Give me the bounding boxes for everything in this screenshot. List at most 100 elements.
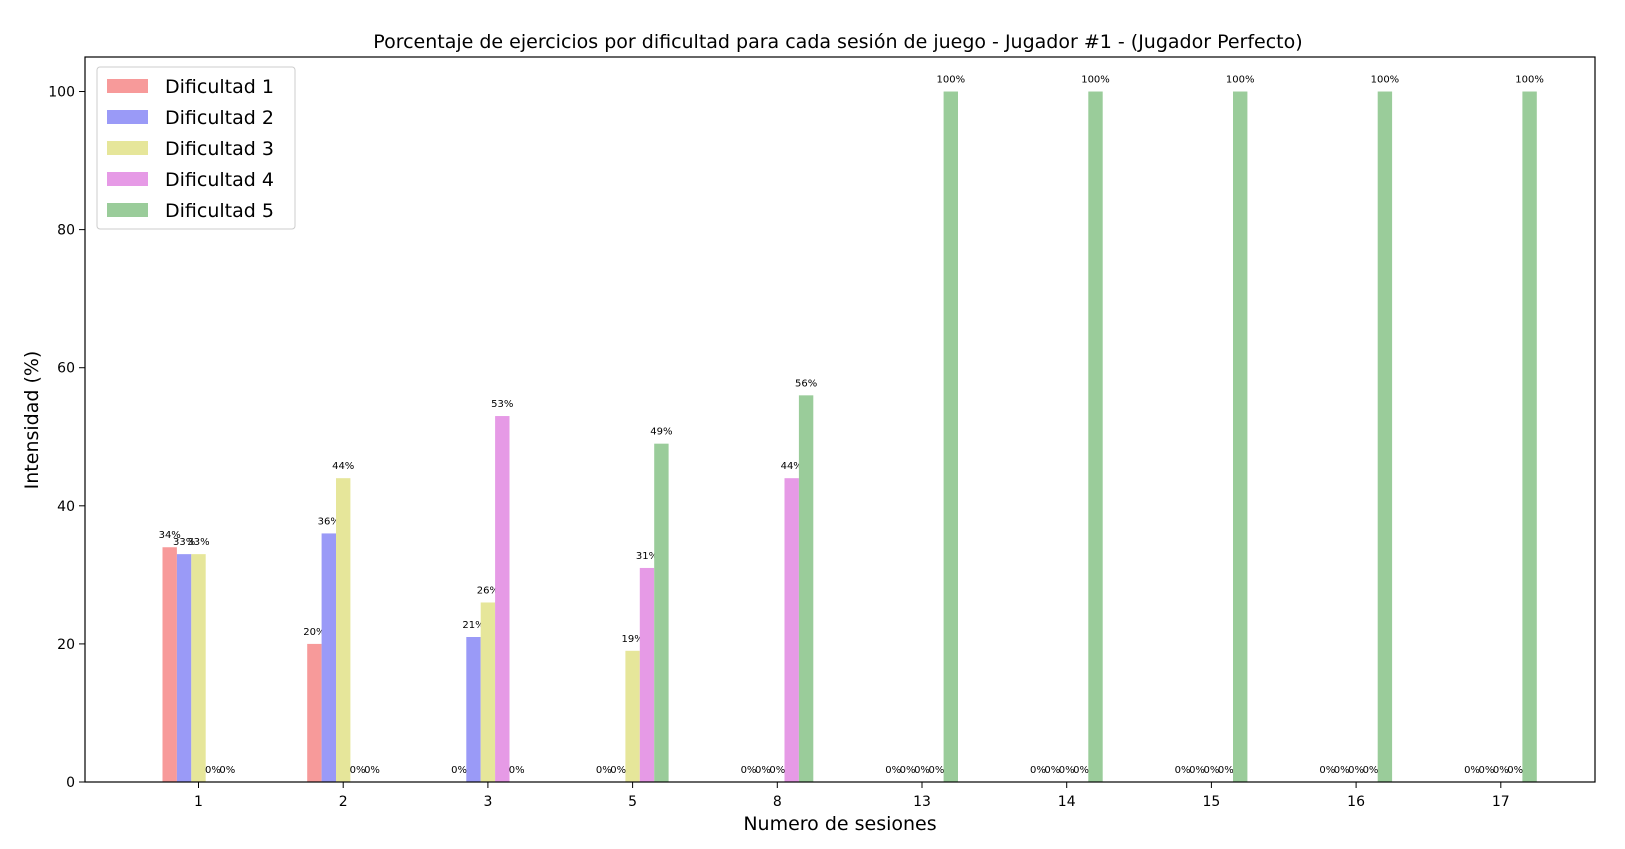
data-label: 0% <box>1493 765 1509 776</box>
bar-dificultad-5 <box>798 395 814 782</box>
bar-dificultad-5 <box>1522 91 1537 783</box>
data-label: 53% <box>491 399 513 410</box>
data-label: 33% <box>173 537 195 548</box>
x-tick-label: 3 <box>483 794 492 810</box>
data-label: 0% <box>1189 765 1205 776</box>
bar-dificultad-5 <box>1233 91 1248 783</box>
data-label: 0% <box>1478 765 1494 776</box>
data-label: 100% <box>1226 75 1255 86</box>
y-tick-label: 20 <box>57 637 75 653</box>
bar-dificultad-1 <box>162 547 177 782</box>
data-label: 0% <box>205 765 221 776</box>
legend-swatch <box>107 141 148 155</box>
data-label: 100% <box>1081 75 1110 86</box>
bar-dificultad-3 <box>336 478 351 782</box>
data-label: 19% <box>621 634 643 645</box>
y-tick-label: 60 <box>57 361 75 377</box>
legend-swatch <box>107 110 148 124</box>
data-label: 33% <box>187 537 209 548</box>
x-tick-label: 13 <box>913 794 931 810</box>
data-label: 100% <box>1371 75 1400 86</box>
data-label: 0% <box>1334 765 1350 776</box>
bar-dificultad-4 <box>639 567 655 782</box>
bar-dificultad-3 <box>625 650 640 782</box>
legend-label: Dificultad 4 <box>165 169 274 191</box>
x-tick-label: 2 <box>339 794 348 810</box>
data-label: 0% <box>1363 765 1379 776</box>
data-label: 0% <box>928 765 944 776</box>
data-label: 0% <box>769 765 785 776</box>
bar-dificultad-3 <box>480 602 496 782</box>
legend: Dificultad 1 Dificultad 2 Dificultad 3 Difi… <box>96 66 296 230</box>
data-label: 26% <box>477 585 499 596</box>
data-label: 36% <box>318 516 340 527</box>
legend-box <box>96 66 296 230</box>
legend-label: Dificultad 1 <box>165 76 274 98</box>
data-label: 0% <box>1464 765 1480 776</box>
data-label: 0% <box>1319 765 1335 776</box>
x-tick-label: 1 <box>194 794 203 810</box>
chart-title: Porcentaje de ejercicios por dificultad … <box>373 31 1302 53</box>
x-tick-label: 8 <box>773 794 782 810</box>
data-label: 0% <box>885 765 901 776</box>
bar-dificultad-4 <box>495 416 510 782</box>
bar-dificultad-4 <box>784 478 799 782</box>
x-tick-label: 16 <box>1347 794 1365 810</box>
bar-dificultad-2 <box>321 533 336 782</box>
data-label: 0% <box>1044 765 1060 776</box>
legend-swatch <box>107 172 148 186</box>
data-label: 0% <box>900 765 916 776</box>
data-label: 0% <box>914 765 930 776</box>
data-label: 0% <box>741 765 757 776</box>
data-label: 0% <box>1203 765 1219 776</box>
bar-dificultad-5 <box>654 443 669 782</box>
data-label: 0% <box>1059 765 1075 776</box>
x-axis-label: Numero de sesiones <box>743 813 936 835</box>
bar-dificultad-5 <box>943 91 958 783</box>
data-label: 0% <box>1073 765 1089 776</box>
data-label: 0% <box>755 765 771 776</box>
data-label: 0% <box>451 765 467 776</box>
data-label: 100% <box>937 75 966 86</box>
x-tick-label: 14 <box>1058 794 1076 810</box>
bar-dificultad-1 <box>307 643 322 782</box>
legend-swatch <box>107 79 148 93</box>
legend-label: Dificultad 2 <box>165 107 274 129</box>
data-label: 0% <box>610 765 626 776</box>
bar-dificultad-5 <box>1088 91 1103 783</box>
data-label: 0% <box>364 765 380 776</box>
y-tick-label: 0 <box>66 775 75 791</box>
bar-dificultad-2 <box>176 554 192 782</box>
bar-dificultad-3 <box>191 554 206 782</box>
data-label: 20% <box>303 627 325 638</box>
data-label: 100% <box>1515 75 1544 86</box>
bar-dificultad-2 <box>466 637 481 782</box>
data-label: 49% <box>650 427 672 438</box>
y-tick-label: 80 <box>57 223 75 239</box>
bar-dificultad-5 <box>1377 91 1393 783</box>
y-axis-label: Intensidad (%) <box>21 351 43 490</box>
data-label: 44% <box>332 461 354 472</box>
data-label: 0% <box>1218 765 1234 776</box>
data-label: 0% <box>350 765 366 776</box>
data-label: 0% <box>1348 765 1364 776</box>
legend-swatch <box>107 203 148 217</box>
data-label: 0% <box>1507 765 1523 776</box>
x-tick-label: 5 <box>628 794 637 810</box>
data-label: 0% <box>509 765 525 776</box>
data-label: 0% <box>1175 765 1191 776</box>
legend-label: Dificultad 3 <box>165 138 274 160</box>
x-tick-label: 15 <box>1202 794 1220 810</box>
x-tick-label: 17 <box>1492 794 1510 810</box>
data-label: 56% <box>795 378 817 389</box>
data-label: 31% <box>636 551 658 562</box>
data-label: 0% <box>219 765 235 776</box>
plot-frame <box>84 56 1596 783</box>
data-label: 44% <box>781 461 803 472</box>
data-label: 34% <box>159 530 181 541</box>
data-label: 21% <box>462 620 484 631</box>
data-label: 0% <box>1030 765 1046 776</box>
y-tick-label: 100 <box>48 85 75 101</box>
legend-label: Dificultad 5 <box>165 200 274 222</box>
